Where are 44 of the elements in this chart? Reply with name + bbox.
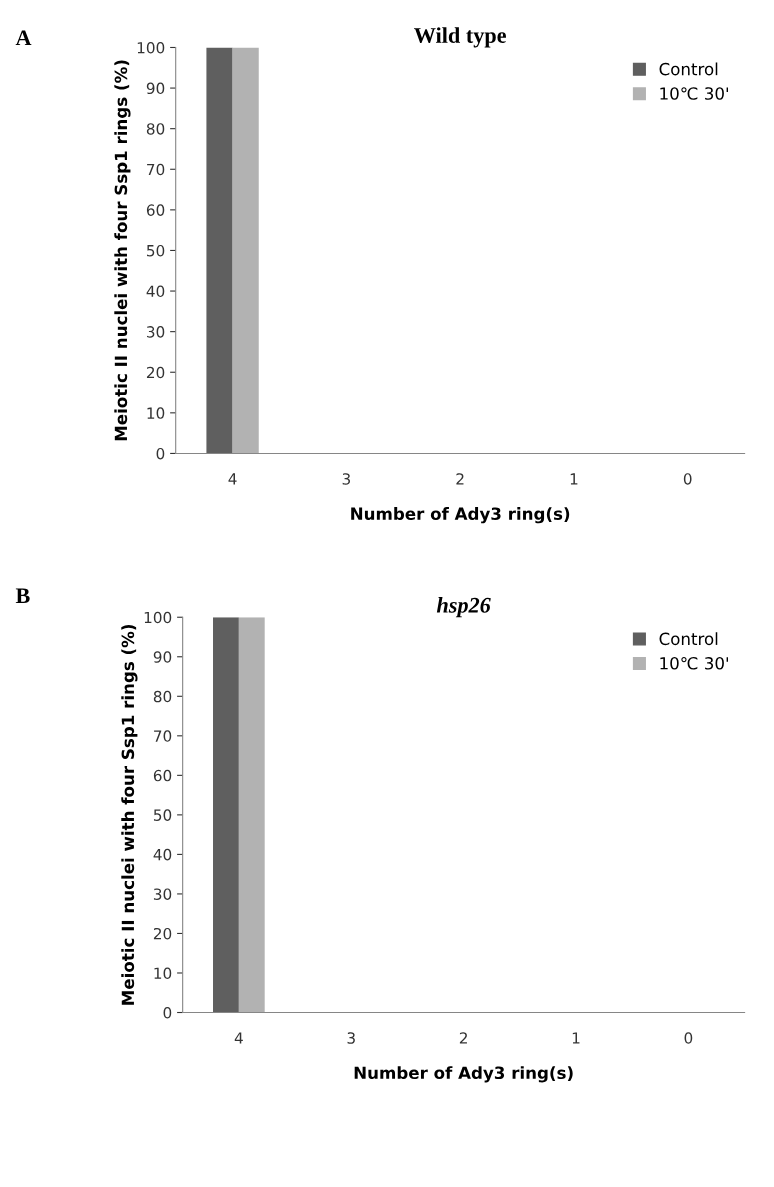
y-axis-title: Meiotic II nuclei with four Ssp1 rings (%) bbox=[121, 624, 138, 1005]
x-tick-label: 4 bbox=[228, 473, 237, 485]
x-tick-label: 3 bbox=[342, 473, 350, 485]
x-axis-title: Number of Ady3 ring(s) bbox=[354, 1066, 573, 1083]
text: A bbox=[15, 30, 32, 46]
y-tick-label: 80 bbox=[146, 123, 165, 135]
y-tick-label: 0 bbox=[156, 447, 165, 460]
chart-title: Wild type bbox=[414, 27, 506, 48]
x-tick-label: 1 bbox=[572, 1032, 580, 1044]
text: B bbox=[15, 588, 30, 604]
y-tick-label: 80 bbox=[153, 690, 172, 703]
y-tick-label: 40 bbox=[146, 285, 165, 298]
y-tick-label: 30 bbox=[147, 326, 165, 338]
x-tick-label: 3 bbox=[347, 1032, 355, 1044]
y-tick-label: 100 bbox=[137, 41, 165, 54]
legend-label: 10℃ 30' bbox=[660, 657, 728, 670]
legend-label: Control bbox=[659, 632, 718, 646]
y-tick-label: 50 bbox=[147, 244, 165, 257]
y-tick-label: 90 bbox=[153, 651, 172, 663]
y-tick-label: 10 bbox=[154, 967, 172, 980]
y-tick-label: 70 bbox=[147, 163, 165, 176]
x-tick-label: 0 bbox=[683, 473, 692, 485]
x-tick-label: 4 bbox=[234, 1032, 243, 1044]
y-tick-label: 70 bbox=[154, 730, 172, 742]
x-tick-label: 0 bbox=[684, 1032, 693, 1044]
y-tick-label: 10 bbox=[147, 407, 165, 419]
legend-label: Control bbox=[659, 62, 718, 76]
x-axis-title: Number of Ady3 ring(s) bbox=[351, 507, 570, 524]
y-tick-label: 50 bbox=[153, 809, 172, 821]
y-tick-label: 0 bbox=[163, 1006, 172, 1019]
x-tick-label: 2 bbox=[459, 1032, 467, 1044]
chart-title: hsp26 bbox=[436, 597, 491, 618]
y-tick-label: 20 bbox=[153, 927, 172, 940]
y-tick-label: 40 bbox=[153, 848, 172, 861]
y-tick-label: 100 bbox=[144, 611, 172, 624]
y-tick-label: 90 bbox=[146, 82, 165, 95]
y-tick-label: 60 bbox=[146, 204, 165, 216]
y-axis-title: Meiotic II nuclei with four Ssp1 rings (%) bbox=[114, 60, 131, 441]
legend-label: 10℃ 30' bbox=[660, 87, 728, 100]
y-tick-label: 60 bbox=[153, 769, 172, 782]
y-tick-label: 20 bbox=[146, 366, 165, 379]
x-tick-label: 1 bbox=[570, 473, 578, 485]
y-tick-label: 30 bbox=[153, 888, 172, 900]
x-tick-label: 2 bbox=[456, 473, 464, 485]
